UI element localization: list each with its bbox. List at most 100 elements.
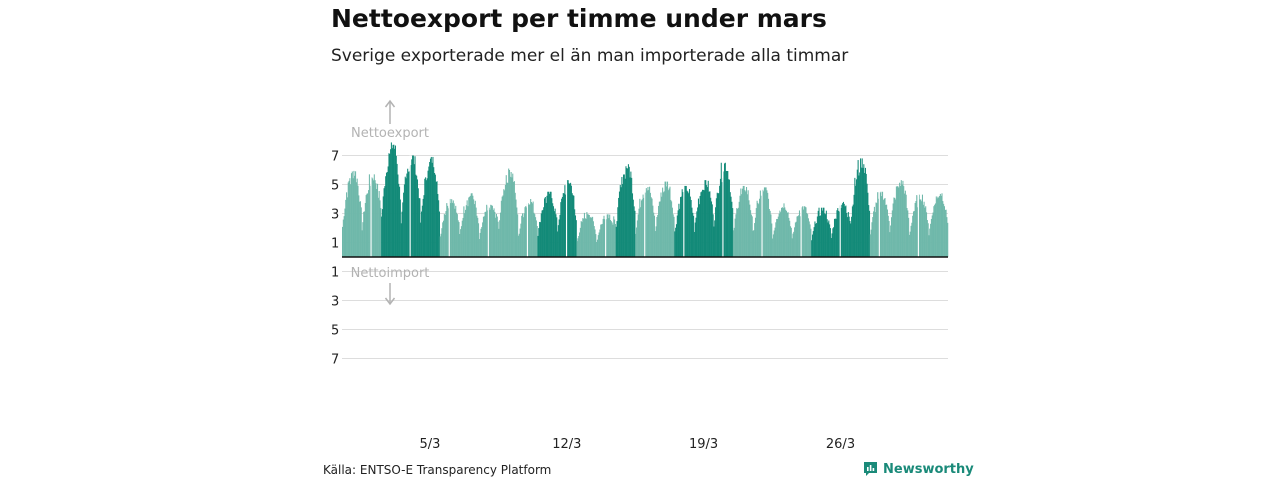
- bar: [724, 163, 726, 257]
- bar: [428, 166, 430, 257]
- bar: [517, 214, 519, 257]
- bar: [468, 197, 470, 257]
- bar: [356, 178, 358, 257]
- bar: [604, 219, 606, 257]
- bar: [647, 187, 649, 257]
- bar: [770, 214, 772, 257]
- bar: [671, 207, 673, 257]
- bar-gap: [565, 180, 568, 257]
- bar: [849, 220, 851, 257]
- bar: [945, 209, 947, 257]
- bar: [528, 204, 530, 257]
- bar: [815, 223, 817, 257]
- bar: [491, 205, 493, 257]
- bar: [342, 226, 344, 257]
- bar: [408, 171, 410, 257]
- bar: [702, 189, 704, 257]
- bar: [639, 198, 641, 257]
- bar: [504, 190, 506, 257]
- bar: [497, 221, 499, 257]
- bar: [592, 216, 594, 257]
- bar: [838, 210, 840, 257]
- bar: [514, 192, 516, 257]
- bar: [598, 232, 600, 257]
- bar: [841, 204, 843, 257]
- bar: [462, 217, 464, 257]
- bar: [490, 204, 492, 257]
- bar: [558, 219, 560, 257]
- bar: [529, 204, 531, 257]
- bar: [562, 193, 564, 257]
- y-tick-label: 1: [331, 237, 339, 252]
- bar: [798, 215, 800, 257]
- bar: [365, 195, 367, 257]
- bar-gap: [839, 201, 841, 257]
- bar: [464, 209, 467, 257]
- bar: [762, 189, 764, 257]
- x-tick-label: 19/3: [689, 437, 718, 452]
- bar: [580, 221, 582, 257]
- bar: [425, 177, 427, 257]
- bar: [902, 180, 904, 257]
- bar: [636, 220, 638, 257]
- bar: [827, 222, 829, 257]
- bar: [735, 214, 737, 257]
- brand-logo[interactable]: Newsworthy: [863, 461, 974, 477]
- bar: [943, 206, 945, 257]
- bar: [928, 235, 930, 257]
- bar: [421, 205, 423, 257]
- bar: [666, 181, 669, 257]
- bar: [499, 220, 501, 257]
- bar: [763, 191, 765, 257]
- bar: [811, 240, 813, 257]
- bar: [932, 212, 934, 257]
- bar: [441, 228, 443, 257]
- bar: [708, 191, 710, 257]
- bar: [387, 166, 389, 257]
- bar: [397, 174, 399, 257]
- bar: [565, 194, 567, 257]
- bar: [416, 175, 418, 257]
- bar: [519, 228, 521, 257]
- bar: [845, 205, 847, 257]
- bar: [386, 171, 388, 257]
- bar: [935, 196, 937, 257]
- bar: [837, 208, 839, 257]
- bar: [415, 174, 417, 257]
- bar: [372, 178, 374, 257]
- bar: [425, 180, 427, 257]
- bar: [783, 203, 785, 257]
- bar: [769, 210, 771, 257]
- bar: [738, 201, 740, 257]
- bar: [680, 197, 682, 257]
- bar: [843, 203, 845, 257]
- bar: [501, 196, 503, 257]
- bar: [377, 197, 379, 257]
- bar: [485, 211, 487, 257]
- bar: [606, 214, 608, 257]
- bar: [939, 193, 941, 257]
- bar: [749, 204, 751, 257]
- bar: [382, 196, 384, 257]
- bar: [807, 214, 809, 257]
- bar: [895, 199, 897, 257]
- bar: [821, 210, 823, 257]
- x-tick-label: 26/3: [826, 437, 855, 452]
- bar: [746, 194, 748, 257]
- bar: [437, 193, 439, 257]
- bar: [574, 209, 576, 257]
- bar: [461, 220, 463, 257]
- bar: [439, 236, 441, 257]
- bar: [383, 188, 385, 257]
- bar: [363, 211, 366, 257]
- bar: [510, 171, 512, 257]
- bar: [834, 218, 836, 257]
- import-annotation-label: Nettoimport: [351, 266, 430, 281]
- bar: [860, 158, 862, 257]
- bar: [542, 209, 544, 257]
- bar: [858, 175, 860, 257]
- bar: [851, 206, 853, 257]
- bar: [756, 200, 758, 257]
- bar: [576, 241, 578, 257]
- bar: [753, 230, 755, 257]
